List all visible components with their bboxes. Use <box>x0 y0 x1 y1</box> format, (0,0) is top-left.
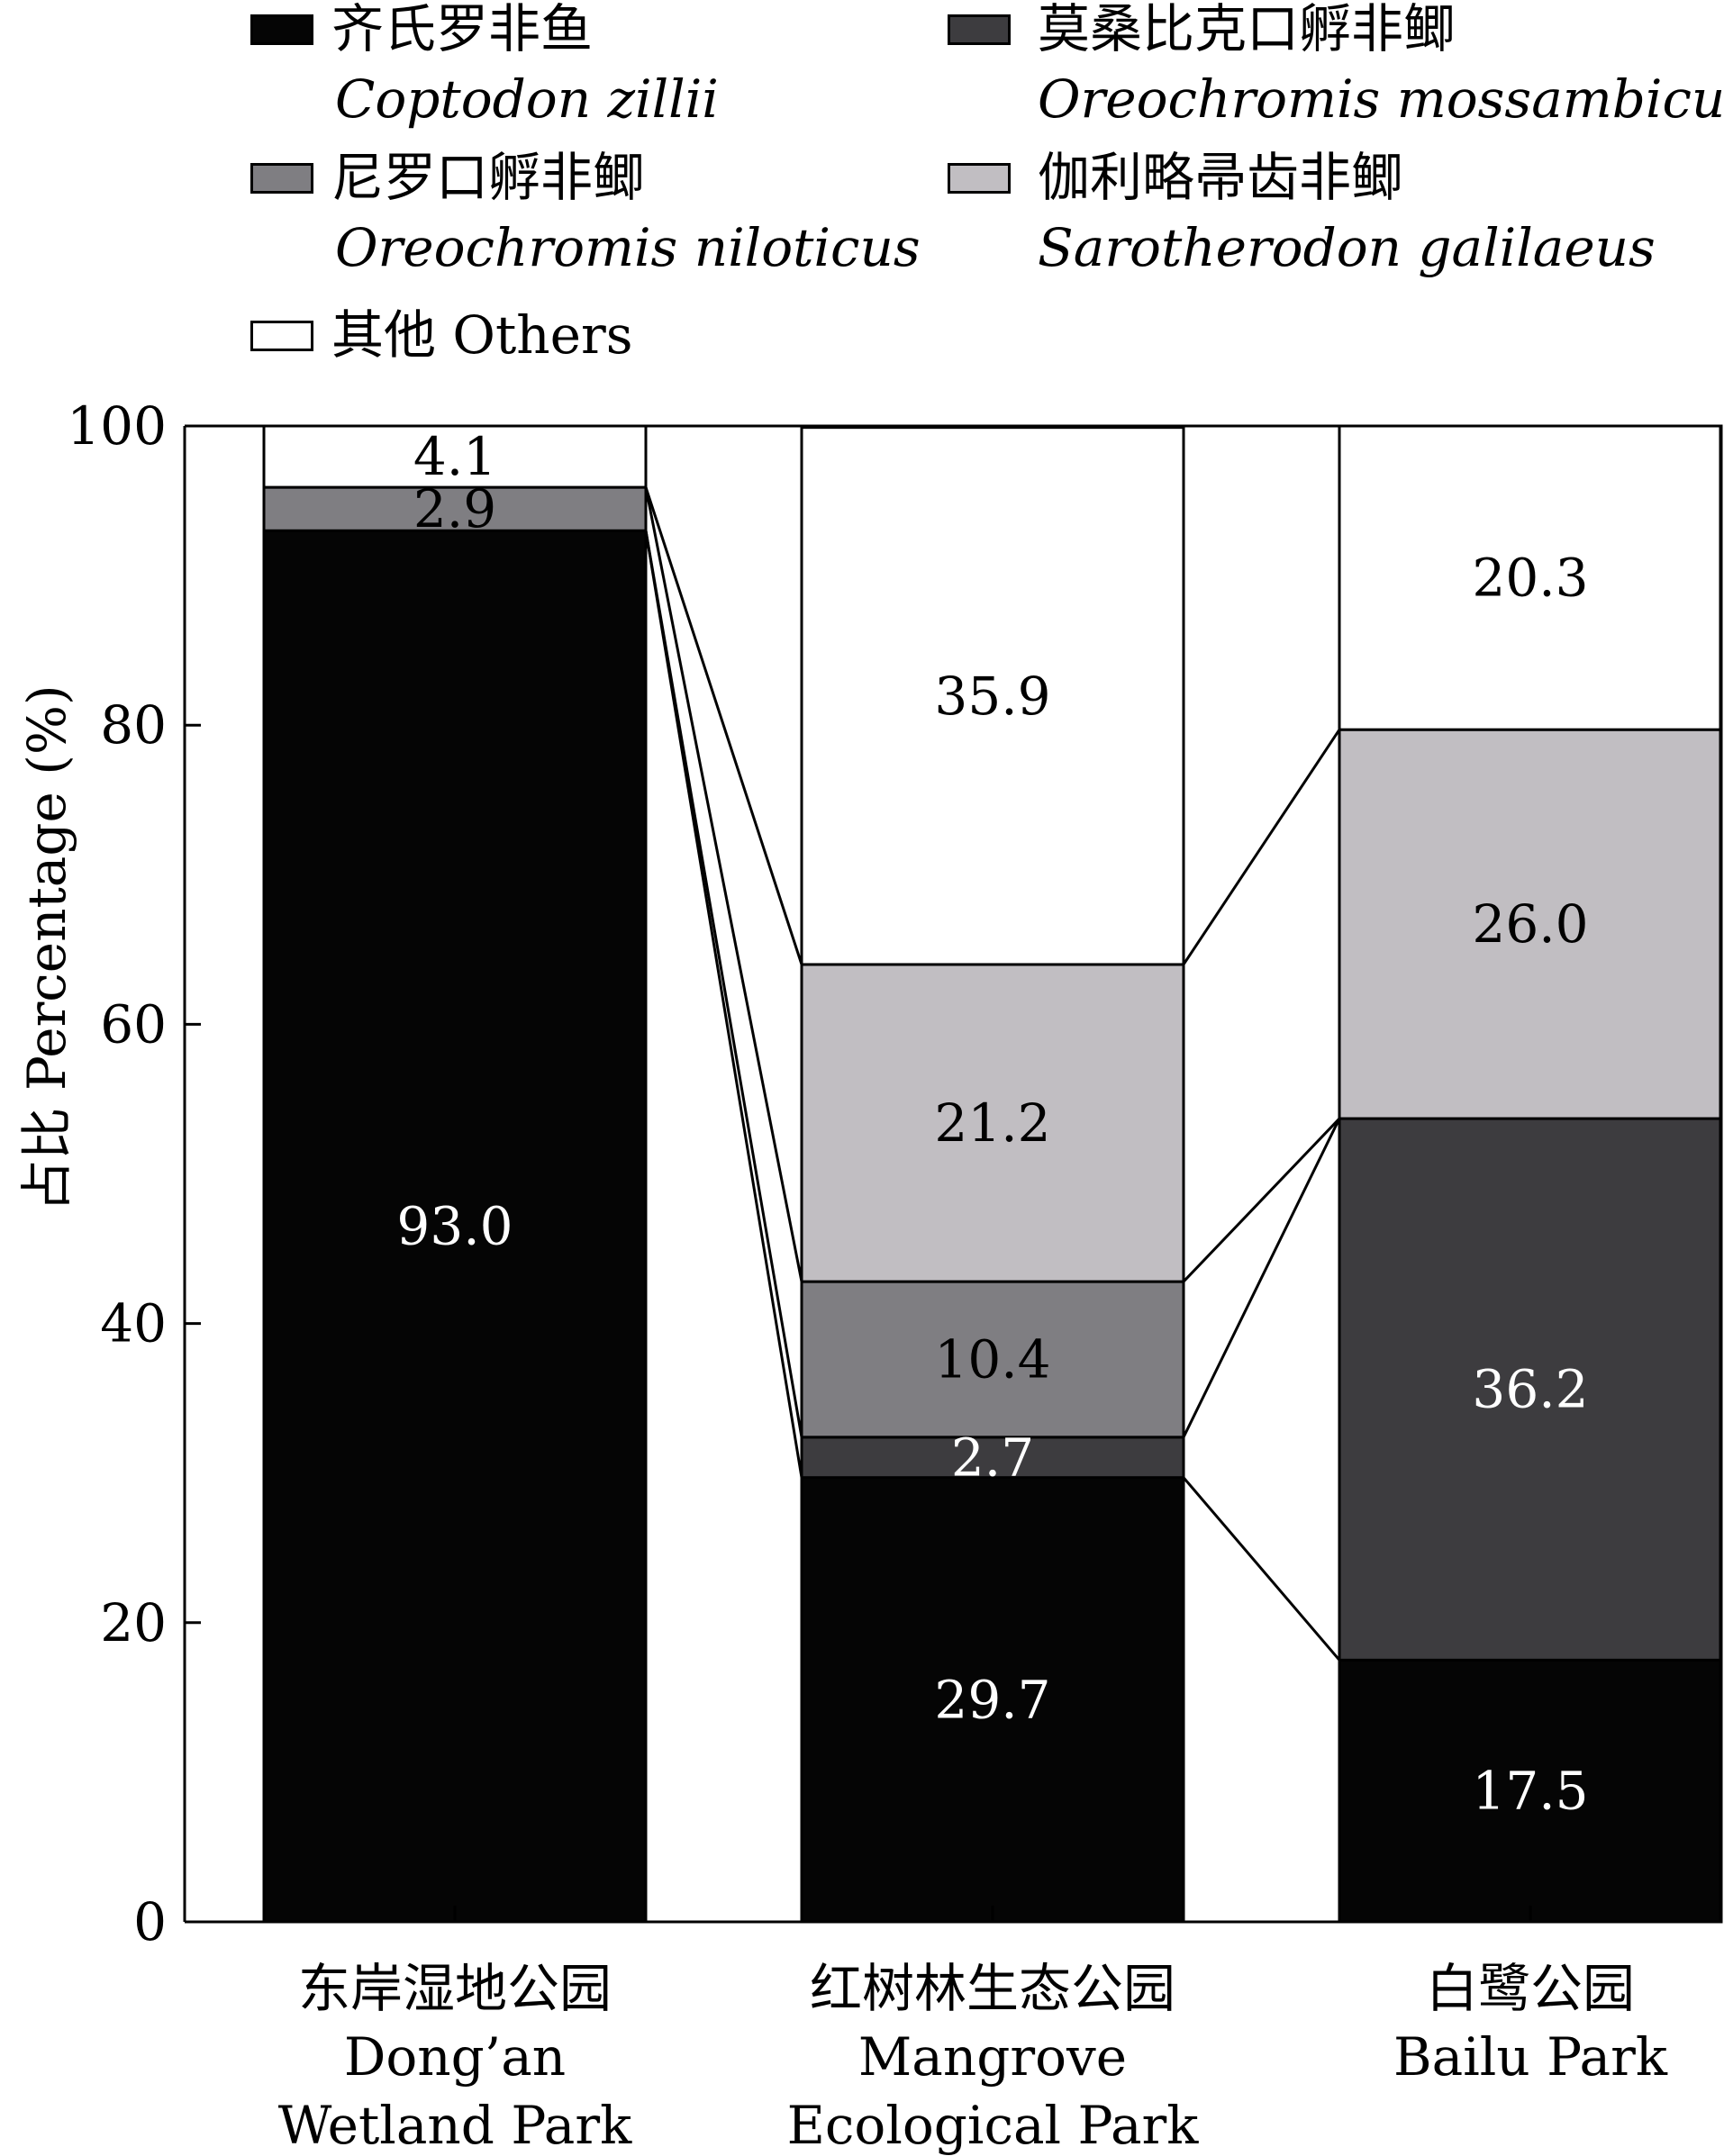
bar-segment <box>1338 1658 1723 1924</box>
bar-segment <box>262 424 648 489</box>
connector-line <box>644 530 803 1438</box>
legend-label-latin: Oreochromis mossambicus <box>1038 68 1724 130</box>
data-label: 93.0 <box>396 1196 513 1257</box>
connector-line <box>644 486 803 1282</box>
x-category-label: 白鹭公园 <box>1426 1958 1635 2019</box>
bar-segment <box>800 426 1185 966</box>
bar-segment <box>800 1280 1185 1439</box>
y-axis-label: 占比 Percentage (%) <box>16 684 77 1211</box>
bars-layer <box>262 424 1723 1924</box>
legend-label-latin: Sarotherodon galilaeus <box>1038 217 1656 278</box>
data-label: 20.3 <box>1472 548 1588 609</box>
legend-label-cn: 尼罗口孵非鲫 <box>331 147 646 208</box>
data-label: 29.7 <box>934 1669 1050 1730</box>
data-label: 17.5 <box>1472 1761 1588 1822</box>
x-category-label: 东岸湿地公园 <box>298 1958 612 2019</box>
x-category-label: Mangrove <box>858 2026 1127 2088</box>
data-label: 10.4 <box>934 1328 1050 1390</box>
connector-line <box>644 486 803 965</box>
x-category-label: Ecological Park <box>787 2095 1200 2156</box>
data-label: 21.2 <box>934 1092 1050 1154</box>
legend-swatch-oreochromis-mossambicus <box>948 14 1011 45</box>
data-label: 2.7 <box>951 1427 1034 1488</box>
x-category-label: Wetland Park <box>278 2095 632 2156</box>
connector-line <box>1182 1476 1341 1662</box>
legend-label-cn: 其他 Others <box>331 304 633 366</box>
x-category-label: 红树林生态公园 <box>810 1958 1175 2019</box>
legend-label-cn: 伽利略帚齿非鲫 <box>1038 147 1404 208</box>
tick-labels-layer: 0 20 40 60 80 100 <box>67 395 167 1952</box>
bar-segment <box>262 485 648 532</box>
bar-segment <box>1338 728 1723 1120</box>
legend-label-cn: 齐氏罗非鱼 <box>331 0 594 59</box>
y-tick-label: 40 <box>100 1293 167 1354</box>
connector-line <box>1182 729 1341 965</box>
y-tick-label: 60 <box>100 993 167 1055</box>
bar-segment <box>800 1436 1185 1480</box>
y-tick-label: 100 <box>67 395 167 457</box>
connector-line <box>1182 1118 1341 1283</box>
bar-segment <box>800 963 1185 1283</box>
data-label: 36.2 <box>1472 1359 1588 1420</box>
y-tick-label: 0 <box>133 1891 167 1952</box>
bar-segment <box>800 1476 1185 1924</box>
legend-label-latin: Oreochromis niloticus <box>335 217 921 278</box>
data-label: 35.9 <box>934 666 1050 727</box>
legend-label-cn: 莫桑比克口孵非鲫 <box>1038 0 1456 59</box>
data-labels-layer: 93.0 29.7 17.5 2.7 36.2 2.9 10.4 21.2 26.0 4.1 35.… <box>396 426 1588 1822</box>
legend-swatch-oreochromis-niloticus <box>250 163 313 194</box>
bar-segment <box>1338 1117 1723 1662</box>
data-label: 4.1 <box>413 426 496 487</box>
x-category-label: Dong’an <box>344 2026 566 2088</box>
legend-swatch-coptodon-zillii <box>250 14 313 45</box>
data-label: 2.9 <box>413 478 496 539</box>
category-labels-layer: 东岸湿地公园 Dong’an Wetland Park 红树林生态公园 Mangrove… <box>278 1958 1668 2156</box>
legend-swatch-others <box>250 321 313 351</box>
connector-lines-layer <box>644 486 1341 1662</box>
bar-segment <box>262 529 648 1924</box>
data-label: 26.0 <box>1472 893 1588 955</box>
legend-label-latin: Coptodon zillii <box>335 68 719 130</box>
x-category-label: Bailu Park <box>1393 2026 1668 2088</box>
connector-line <box>1182 1118 1341 1438</box>
axes-layer <box>183 424 1722 1924</box>
legend-swatch-sarotherodon-galilaeus <box>948 163 1011 194</box>
y-tick-label: 20 <box>100 1592 167 1653</box>
y-tick-label: 80 <box>100 694 167 756</box>
bar-segment <box>1338 424 1723 731</box>
